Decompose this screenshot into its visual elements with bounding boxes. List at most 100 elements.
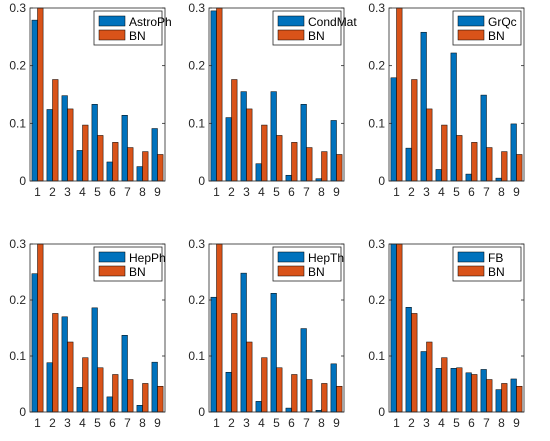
bar-grqc-9 xyxy=(510,123,517,182)
bar-bn-3 xyxy=(67,341,74,413)
bar-bn-2 xyxy=(52,79,59,182)
bar-bn-8 xyxy=(501,383,508,413)
bar-astroph-8 xyxy=(136,166,143,182)
bar-bn-3 xyxy=(246,341,253,413)
x-tick-label: 4 xyxy=(438,416,445,430)
bar-bn-9 xyxy=(157,385,164,413)
y-tick-label: 0.1 xyxy=(368,349,385,363)
bar-fb-2 xyxy=(405,307,412,413)
bar-fb-4 xyxy=(435,368,442,413)
bar-grqc-8 xyxy=(495,177,502,182)
legend-label-astroph: AstroPh xyxy=(129,15,172,29)
bar-grqc-6 xyxy=(465,173,472,182)
bar-hepth-1 xyxy=(210,296,217,413)
x-tick-label: 6 xyxy=(288,416,295,430)
bar-bn-8 xyxy=(142,383,149,413)
legend-swatch-hepth xyxy=(277,251,305,263)
bar-bn-6 xyxy=(471,142,478,182)
bar-condmat-4 xyxy=(255,163,262,182)
bar-astroph-1 xyxy=(31,19,38,182)
bar-condmat-3 xyxy=(240,91,247,182)
y-tick-label: 0 xyxy=(198,174,205,188)
bar-hepth-9 xyxy=(330,363,337,413)
x-tick-label: 3 xyxy=(243,185,250,199)
x-tick-label: 5 xyxy=(94,185,101,199)
legend-label-bn: BN xyxy=(488,29,505,43)
y-tick-label: 0.3 xyxy=(188,1,205,15)
x-tick-label: 9 xyxy=(333,416,340,430)
legend-label-hepph: HepPh xyxy=(129,251,166,265)
y-tick-label: 0.2 xyxy=(368,293,385,307)
x-tick-label: 7 xyxy=(303,185,310,199)
x-tick-label: 1 xyxy=(393,185,400,199)
bar-bn-1 xyxy=(216,243,223,413)
x-tick-label: 4 xyxy=(258,416,265,430)
x-tick-label: 9 xyxy=(513,416,520,430)
bar-bn-2 xyxy=(231,79,238,182)
bar-bn-1 xyxy=(37,7,44,182)
bar-hepph-8 xyxy=(136,405,143,413)
bar-bn-2 xyxy=(411,313,418,413)
bar-bn-7 xyxy=(486,147,493,182)
x-tick-label: 9 xyxy=(513,185,520,199)
legend-label-bn: BN xyxy=(308,29,325,43)
y-tick-label: 0 xyxy=(198,405,205,419)
x-tick-label: 3 xyxy=(423,416,430,430)
x-tick-label: 1 xyxy=(213,185,220,199)
y-tick-label: 0.3 xyxy=(188,237,205,251)
x-tick-label: 1 xyxy=(34,185,41,199)
x-tick-label: 7 xyxy=(483,416,490,430)
x-tick-label: 3 xyxy=(64,185,71,199)
y-tick-label: 0.2 xyxy=(9,293,26,307)
bar-astroph-5 xyxy=(91,104,98,182)
bar-bn-6 xyxy=(291,374,298,413)
bar-grqc-5 xyxy=(450,52,457,182)
x-tick-label: 9 xyxy=(154,416,161,430)
bar-hepph-3 xyxy=(61,316,68,413)
x-tick-label: 3 xyxy=(423,185,430,199)
legend-label-grqc: GrQc xyxy=(488,15,517,29)
y-tick-label: 0 xyxy=(378,405,385,419)
bar-bn-4 xyxy=(261,124,268,182)
bar-bn-7 xyxy=(127,147,134,182)
bar-bn-3 xyxy=(246,108,253,182)
bar-condmat-9 xyxy=(330,120,337,182)
bar-bn-5 xyxy=(97,367,104,413)
bar-bn-7 xyxy=(306,379,313,413)
bar-hepph-1 xyxy=(31,273,38,413)
bar-hepph-2 xyxy=(46,362,53,413)
x-tick-label: 3 xyxy=(243,416,250,430)
bar-bn-4 xyxy=(82,124,89,182)
bar-astroph-3 xyxy=(61,95,68,182)
y-tick-label: 0.3 xyxy=(368,237,385,251)
bar-bn-7 xyxy=(486,379,493,413)
bar-fb-6 xyxy=(465,372,472,413)
bar-bn-5 xyxy=(456,135,463,182)
bar-fb-7 xyxy=(480,369,487,413)
y-tick-label: 0.1 xyxy=(368,116,385,130)
y-tick-label: 0.2 xyxy=(188,59,205,73)
bar-bn-4 xyxy=(441,124,448,182)
bar-hepph-7 xyxy=(121,335,128,413)
legend-label-bn: BN xyxy=(129,265,146,279)
bar-fb-5 xyxy=(450,368,457,413)
bar-bn-9 xyxy=(516,385,523,413)
bar-bn-9 xyxy=(336,154,343,182)
x-tick-label: 5 xyxy=(94,416,101,430)
bar-grqc-7 xyxy=(480,94,487,182)
x-tick-label: 6 xyxy=(468,185,475,199)
legend-swatch-hepph xyxy=(98,251,126,263)
bar-bn-1 xyxy=(216,7,223,182)
bar-astroph-7 xyxy=(121,115,128,182)
y-tick-label: 0.2 xyxy=(368,59,385,73)
legend-swatch-bn xyxy=(98,29,126,41)
x-tick-label: 5 xyxy=(273,185,280,199)
bar-bn-8 xyxy=(321,383,328,413)
bar-bn-6 xyxy=(112,374,119,413)
